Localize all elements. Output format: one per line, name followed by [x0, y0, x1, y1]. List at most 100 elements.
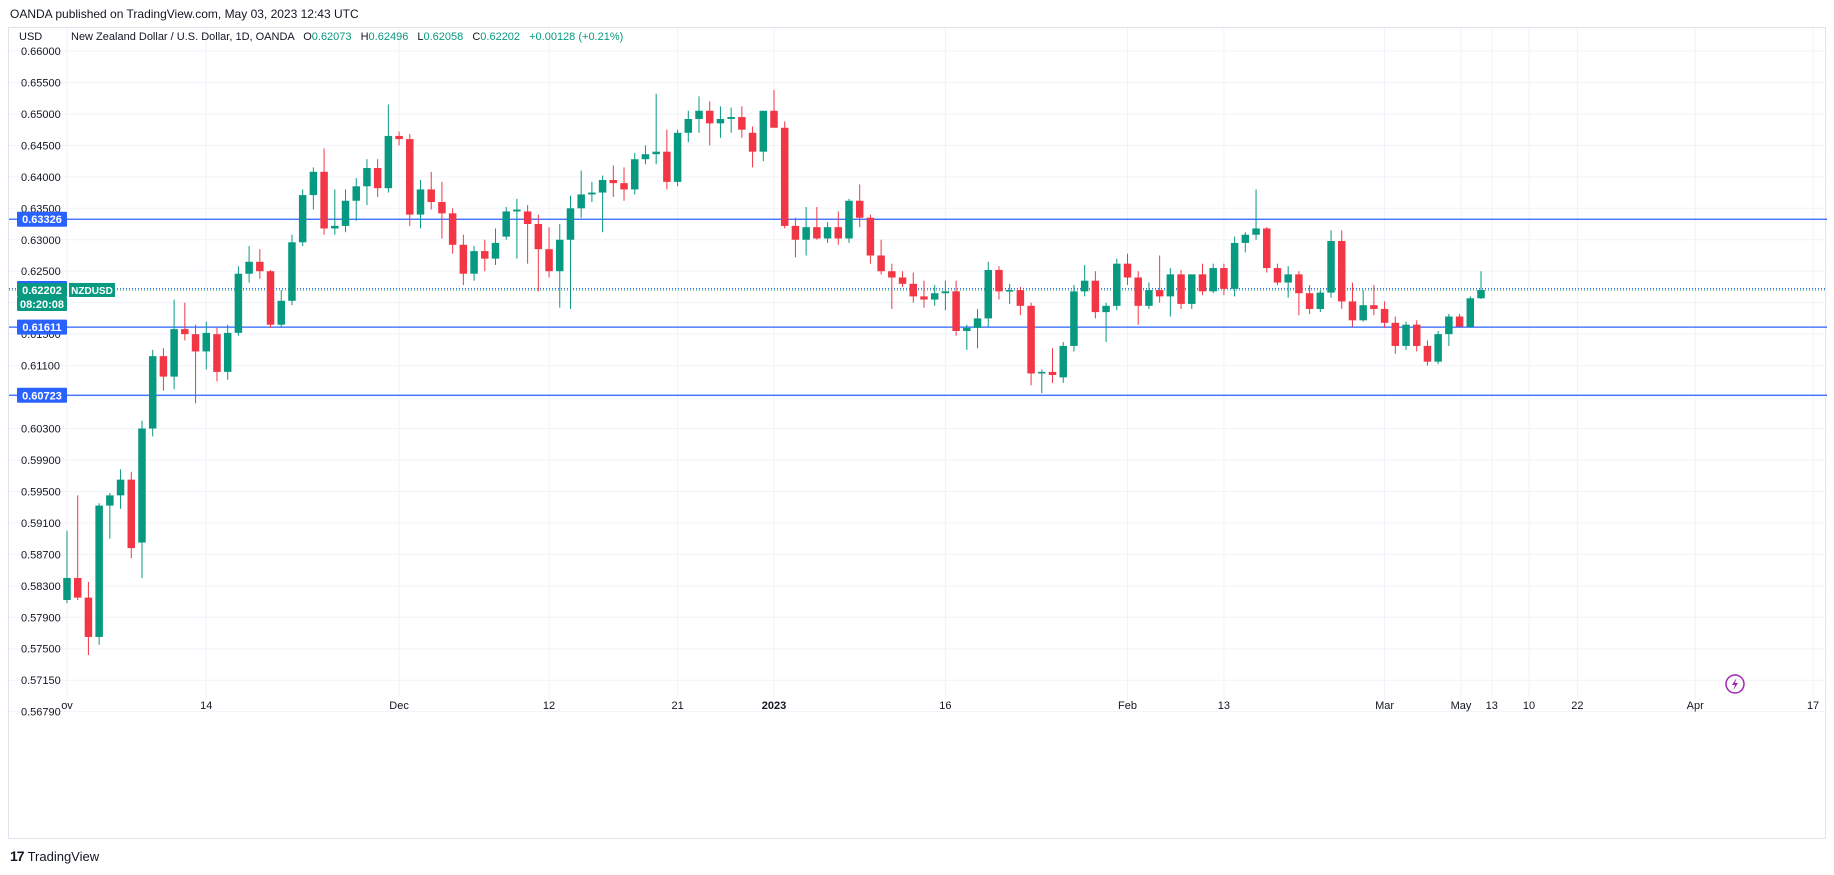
- candle: [823, 222, 832, 243]
- price-tick-label: 0.57150: [21, 675, 61, 687]
- date-tick-label: May: [1451, 700, 1472, 712]
- last-price-label: 0.62202: [17, 282, 67, 297]
- candle: [898, 271, 907, 287]
- date-tick-label: 2023: [762, 700, 786, 712]
- candle: [331, 189, 339, 235]
- candle: [352, 178, 360, 221]
- candle: [1230, 236, 1239, 297]
- candle: [63, 530, 71, 604]
- time-axis[interactable]: ov 14 Dec 12 21 2023 16 Feb 13 Mar 13 22 Apr 17 May 10: [61, 700, 1819, 712]
- close-value: 0.62202: [480, 31, 520, 43]
- date-tick-label: 12: [543, 700, 555, 712]
- candle: [780, 121, 789, 229]
- candle: [1466, 296, 1475, 328]
- price-level-label: 0.61611: [17, 319, 67, 335]
- open-label: O: [303, 31, 312, 43]
- candle: [298, 189, 307, 247]
- candle: [1402, 321, 1410, 350]
- price-tick-label: 0.59900: [21, 455, 61, 467]
- candle: [963, 324, 971, 350]
- date-tick-label: ov: [61, 700, 73, 712]
- date-tick-label: Feb: [1118, 700, 1137, 712]
- symbol-description: New Zealand Dollar / U.S. Dollar, 1D, OA…: [71, 31, 295, 43]
- price-tick-label: 0.60300: [21, 424, 61, 436]
- price-tick-label: 0.57900: [21, 612, 61, 624]
- chart-frame: 0.66000 0.65500 0.65000 0.64500 0.64000 0.635…: [8, 27, 1827, 840]
- candle: [1305, 285, 1314, 315]
- candle: [1273, 263, 1282, 286]
- candle: [191, 324, 200, 404]
- candle: [1070, 285, 1078, 352]
- candle: [1295, 271, 1303, 316]
- candle: [888, 263, 896, 309]
- candle: [1059, 342, 1067, 383]
- price-tick-label: 0.61100: [21, 361, 60, 373]
- footer-brand[interactable]: 17 TradingView: [10, 848, 99, 864]
- candle: [170, 299, 178, 390]
- price-tick-label: 0.58300: [21, 581, 61, 593]
- candle: [1123, 253, 1132, 286]
- date-tick-label: 22: [1571, 700, 1583, 712]
- price-tick-label: 0.62500: [21, 266, 61, 278]
- candle: [545, 227, 553, 278]
- candle: [759, 110, 768, 162]
- currency-label: USD: [19, 31, 42, 43]
- candle: [416, 179, 425, 229]
- candle: [1080, 264, 1089, 297]
- date-tick-label: Dec: [389, 700, 409, 712]
- price-level-label: 0.60723: [17, 387, 67, 403]
- candle: [459, 234, 468, 286]
- candle: [438, 181, 446, 239]
- low-label: L: [417, 31, 423, 43]
- candle: [181, 302, 189, 341]
- candle: [1048, 348, 1057, 383]
- candle: [523, 205, 532, 264]
- candle: [148, 349, 157, 437]
- candle: [363, 159, 371, 206]
- candlestick-chart[interactable]: 0.660000.655000.650000.645000.640000.635…: [9, 28, 1827, 840]
- candle: [1198, 263, 1207, 296]
- candle: [1209, 263, 1217, 294]
- candle: [84, 581, 93, 656]
- candle: [1177, 269, 1185, 309]
- high-label: H: [361, 31, 369, 43]
- open-value: 0.62073: [312, 31, 352, 43]
- candles: [63, 90, 1485, 656]
- bar-countdown-label: 08:20:08: [17, 296, 67, 311]
- lightning-icon[interactable]: [1725, 674, 1745, 694]
- price-axis[interactable]: 0.660000.655000.650000.645000.640000.635…: [21, 46, 61, 719]
- candle: [738, 106, 746, 138]
- date-tick-label: 21: [671, 700, 683, 712]
- candle: [748, 126, 757, 168]
- candle: [1155, 255, 1164, 303]
- horizontal-levels: [9, 218, 1827, 396]
- date-tick-label: 16: [939, 700, 951, 712]
- close-label: C: [472, 31, 480, 43]
- candle: [138, 420, 146, 578]
- price-tick-label: 0.59500: [21, 486, 61, 498]
- candle: [802, 207, 810, 256]
- brand-name: TradingView: [27, 848, 100, 864]
- candle: [1188, 274, 1196, 309]
- candle: [1091, 271, 1100, 319]
- tradingview-logo-icon: 17: [10, 848, 25, 864]
- candle: [256, 249, 264, 279]
- candle: [427, 171, 435, 210]
- candle: [534, 214, 543, 292]
- candle: [952, 280, 960, 336]
- date-tick-label: 14: [200, 700, 212, 712]
- price-tick-label: 0.64000: [21, 172, 61, 184]
- candle: [513, 198, 521, 259]
- candle: [716, 106, 725, 138]
- candle: [1145, 282, 1153, 309]
- candle: [1252, 189, 1260, 240]
- candle: [1327, 230, 1335, 298]
- candle: [116, 469, 125, 509]
- svg-text:0.62202: 0.62202: [22, 285, 62, 297]
- candle: [1434, 330, 1442, 365]
- candle: [556, 224, 564, 308]
- candle: [663, 129, 671, 190]
- price-tick-label: 0.63000: [21, 235, 61, 247]
- date-tick-label: Mar: [1375, 700, 1394, 712]
- candle: [877, 239, 885, 275]
